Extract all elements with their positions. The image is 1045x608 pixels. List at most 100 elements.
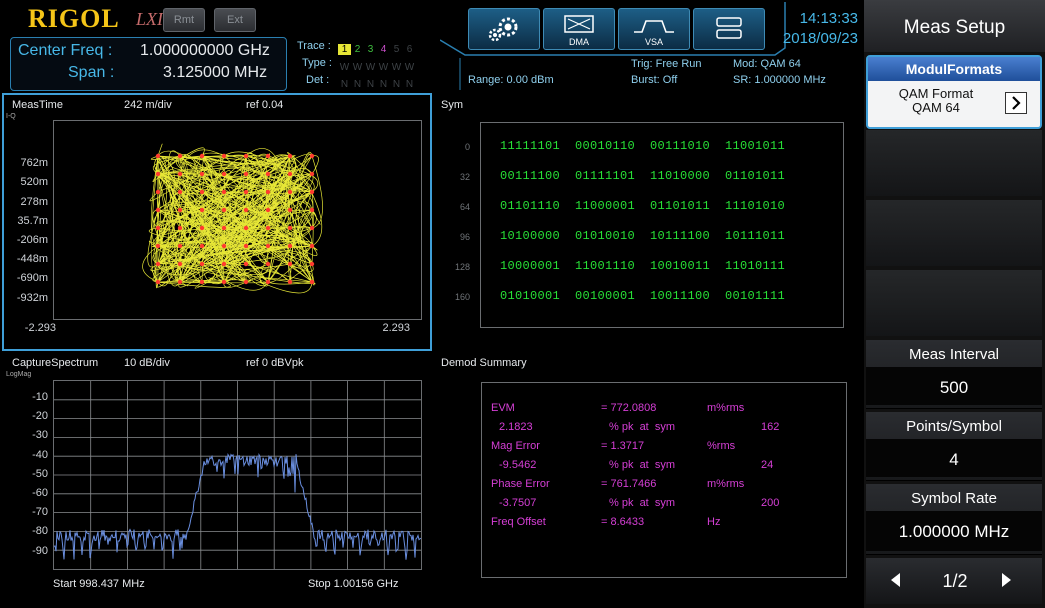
spec-unit: LogMag (6, 371, 32, 378)
det-6: N (405, 79, 414, 90)
qam-format-next[interactable] (1005, 92, 1027, 114)
clock-time: 14:13:33 (799, 10, 858, 27)
symbol-index: 160 (454, 292, 470, 302)
lxi-logo: LXI (136, 9, 163, 29)
points-symbol-field[interactable] (866, 439, 1042, 477)
trace-4[interactable]: 4 (380, 44, 387, 55)
layout-button[interactable] (693, 8, 765, 50)
meas-interval-label: Meas Interval (908, 346, 1000, 363)
demod-unit: m%rms (707, 402, 745, 414)
trace-2[interactable]: 2 (354, 44, 361, 55)
span-value[interactable]: 3.125000 MHz (163, 64, 268, 81)
const-y-tick: -206m (16, 234, 48, 246)
softkey-empty-1[interactable] (866, 130, 1042, 196)
demod-label: Freq Offset (491, 516, 546, 528)
type-1: W (339, 62, 350, 73)
prev-page-button[interactable] (886, 570, 906, 595)
symbol-rate-label: Symbol Rate (911, 490, 997, 507)
symbol-row: 00111100 01111101 11010000 01101011 (500, 169, 786, 183)
demod-value: % pk at sym (609, 421, 676, 433)
chevron-right-icon (1012, 96, 1021, 110)
demod-unit: Hz (707, 516, 721, 528)
type-3: W (365, 62, 376, 73)
softkey-empty-2[interactable] (866, 200, 1042, 266)
demod-label: EVM (491, 402, 515, 414)
demod-unit: %rms (707, 440, 736, 452)
type-label: Type : (302, 57, 332, 69)
const-y-tick: 278m (20, 195, 48, 208)
demod-summary-box[interactable] (481, 382, 847, 578)
spec-scale: 10 dB/div (124, 357, 170, 369)
demod-label: Phase Error (491, 478, 550, 490)
clock-date: 2018/09/23 (782, 30, 858, 47)
window-layout-icon (716, 17, 742, 39)
burst-status: Burst: Off (631, 74, 678, 86)
demod-label: 2.1823 (499, 421, 533, 433)
demod-unit: m%rms (707, 478, 745, 490)
qam-format-value: QAM 64 (912, 100, 960, 115)
symbol-row: 10100000 01010010 10111100 10111011 (500, 229, 786, 243)
symbol-rate-field[interactable] (866, 511, 1042, 551)
const-unit: I-Q (6, 113, 16, 120)
center-freq-label: Center Freq : (18, 42, 113, 59)
det-1: N (340, 79, 349, 90)
dma-mode-button[interactable]: DMA (543, 8, 615, 50)
const-y-tick: -690m (16, 272, 48, 285)
demod-value: = 1.3717 (601, 440, 645, 452)
meas-interval-field[interactable] (866, 367, 1042, 405)
trace-5[interactable]: 5 (393, 44, 400, 55)
trace-6[interactable]: 6 (406, 44, 413, 55)
frequency-box[interactable] (10, 37, 287, 91)
const-y-tick: -448m (16, 253, 48, 266)
symbol-index: 0 (464, 142, 470, 152)
modulformats-label: ModulFormats (868, 57, 1040, 81)
points-symbol-label: Points/Symbol (906, 418, 1002, 435)
softkey-empty-3[interactable] (866, 270, 1042, 336)
sr-status: SR: 1.000000 MHz (733, 74, 826, 86)
spec-y-tick: -50 (32, 467, 48, 480)
det-2: N (353, 79, 362, 90)
det-4: N (379, 79, 388, 90)
demod-label: -9.5462 (499, 459, 537, 471)
center-freq-value[interactable]: 1.000000000 GHz (140, 42, 270, 59)
spec-stop: Stop 1.00156 GHz (308, 578, 399, 590)
demod-label: -3.7507 (499, 497, 537, 509)
demod-unit: 200 (761, 497, 780, 509)
triangle-left-icon (891, 573, 900, 587)
symbol-index: 128 (454, 262, 470, 272)
const-ref: ref 0.04 (246, 99, 284, 111)
demod-value: = 772.0808 (601, 402, 657, 414)
trace-3[interactable]: 3 (367, 44, 374, 55)
spec-y-tick: -90 (32, 544, 48, 557)
symbol-table[interactable] (480, 122, 844, 328)
constellation-plot[interactable] (53, 120, 422, 320)
trace-1[interactable]: 1 (338, 44, 351, 55)
type-2: W (352, 62, 363, 73)
symbol-row: 10000001 11001110 10010011 11010111 (500, 259, 786, 273)
constellation-window[interactable] (2, 93, 432, 351)
type-5: W (391, 62, 402, 73)
triangle-right-icon (1002, 573, 1011, 587)
system-settings-button[interactable] (468, 8, 540, 50)
rmt-indicator[interactable]: Rmt (163, 8, 205, 32)
next-page-button[interactable] (996, 570, 1016, 595)
const-y-tick: -932m (16, 291, 48, 304)
demod-label: Mag Error (491, 440, 540, 452)
symbol-row: 01101110 11000001 01101011 11101010 (500, 199, 786, 213)
vsa-mode-button[interactable]: VSA (618, 8, 690, 50)
const-y-tick: 35.7m (17, 214, 48, 227)
spec-y-tick: -10 (32, 391, 48, 403)
page-indicator: 1/2 (942, 571, 968, 591)
demod-value: = 8.6433 (601, 516, 645, 528)
symbol-index: 32 (459, 172, 470, 182)
symbol-row: 01010001 00100001 10011100 00101111 (500, 289, 786, 303)
ext-indicator[interactable]: Ext (214, 8, 256, 32)
range-status: Range: 0.00 dBm (468, 74, 554, 86)
const-x-min: -2.293 (24, 322, 56, 334)
const-scale: 242 m/div (124, 99, 172, 111)
spectrum-plot[interactable] (53, 380, 422, 570)
spec-y-tick: -20 (32, 410, 48, 423)
type-4: W (378, 62, 389, 73)
